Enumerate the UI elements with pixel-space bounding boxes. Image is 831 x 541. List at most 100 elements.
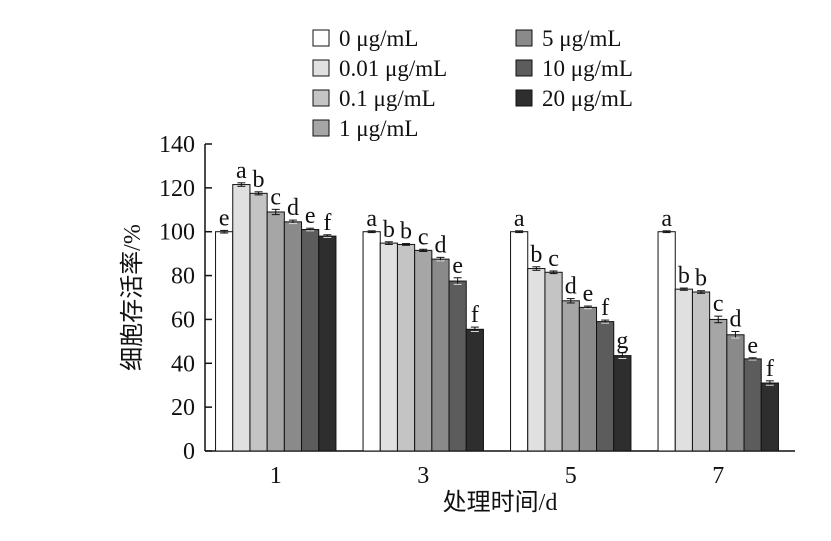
error-bar [714,315,723,324]
x-tick-label: 5 [565,463,577,489]
legend-swatch [312,119,330,137]
significance-label: f [323,210,331,236]
error-bar [306,227,315,232]
significance-label: c [548,246,559,272]
bar [414,249,433,452]
significance-label: e [583,281,594,307]
error-bar [697,290,706,294]
legend-label: 20 μg/mL [542,86,633,111]
bar [561,300,580,452]
error-bar [323,234,332,238]
bar [674,288,693,452]
legend-item: 0.1 μg/mL [312,86,436,111]
bar [301,229,320,452]
bar [743,358,762,452]
x-tick-label: 1 [270,463,282,489]
legend-swatch [515,29,533,47]
legend-label: 10 μg/mL [542,56,633,81]
legend-label: 0.01 μg/mL [339,56,447,81]
significance-label: e [219,205,230,231]
bar [215,231,234,452]
y-tick-label: 60 [171,307,195,333]
significance-label: b [400,219,412,245]
legend: 0 μg/mL 0.01 μg/mL 0.1 μg/mL 1 μg/mL 5 μg/mL… [312,26,633,141]
x-tick-label: 7 [712,463,724,489]
bar [465,328,484,452]
legend-item: 0 μg/mL [312,26,418,51]
error-bar [402,243,411,246]
error-bar [532,266,541,271]
error-bar [515,230,524,234]
significance-label: f [766,356,774,382]
y-tick-label: 20 [171,395,195,421]
bar [726,334,745,452]
bar [266,211,285,452]
error-bar [470,326,479,332]
x-tick-label: 3 [417,463,429,489]
error-bar [384,241,393,245]
error-bar [436,256,445,262]
significance-label: a [661,206,672,232]
bar [283,221,303,452]
error-bar [566,298,575,304]
error-bar [679,287,688,291]
bar [613,355,632,452]
bar [232,184,251,452]
bar [596,321,615,452]
y-tick-label: 100 [159,220,195,246]
bar [544,271,563,452]
error-bar [583,305,592,310]
significance-label: b [253,167,265,193]
bar [249,192,268,452]
error-bar [288,219,297,225]
y-tick-label: 120 [159,176,195,202]
legend-label: 0 μg/mL [339,26,418,51]
legend-label: 1 μg/mL [339,116,418,141]
significance-label: a [514,206,525,232]
significance-label: d [287,195,299,221]
significance-label: c [713,291,724,317]
error-bar [765,380,774,386]
x-axis-title: 处理时间/d [443,489,558,516]
error-bar [662,230,671,234]
legend-item: 10 μg/mL [515,56,633,81]
error-bar [271,208,280,216]
legend-swatch [312,29,330,47]
error-bar [367,230,376,234]
significance-label: b [695,266,707,292]
y-tick-label: 80 [171,264,195,290]
error-bar [453,277,462,285]
error-bar [731,330,740,339]
significance-label: g [616,328,628,354]
bar [362,231,381,452]
legend-swatch [515,89,533,107]
bar [578,306,598,452]
x-ticks: 1 3 5 7 [270,463,725,489]
bar [431,258,450,452]
legend-swatch [312,89,330,107]
error-bar [618,352,627,359]
bar [318,235,337,452]
bar [527,268,546,452]
legend-swatch [515,59,533,77]
legend-item: 1 μg/mL [312,116,418,141]
y-tick-label: 40 [171,351,195,377]
legend-swatch [312,59,330,77]
significance-label: b [530,242,542,268]
bar [709,318,728,452]
significance-label: c [270,184,281,210]
legend-item: 20 μg/mL [515,86,633,111]
y-axis-title: 细胞存活率/% [119,224,146,371]
error-bar [601,319,610,324]
bar [448,280,467,452]
significance-label: f [601,295,609,321]
significance-label: f [471,302,479,328]
legend-label: 0.1 μg/mL [339,86,436,111]
significance-label: d [434,232,446,258]
y-tick-label: 140 [159,132,195,158]
error-bar [419,248,428,252]
legend-label: 5 μg/mL [542,26,621,51]
